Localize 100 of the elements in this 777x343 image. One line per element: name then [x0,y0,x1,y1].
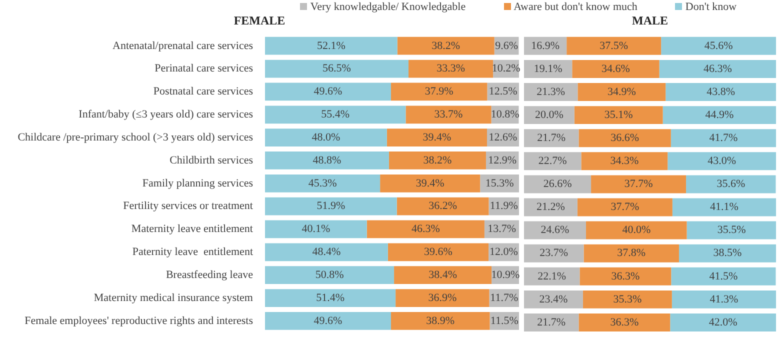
bar [524,83,578,102]
data-label: 37.7% [624,178,653,190]
bar [265,128,387,146]
y-tick-label: Perinatal care services [154,62,253,75]
bar [524,129,579,148]
bar [582,290,672,308]
data-label: 36.2% [428,200,458,212]
data-label: 45.6% [704,40,733,52]
bar [524,175,592,194]
bar [671,267,776,286]
data-label: 41.1% [710,201,738,214]
bar [662,106,776,124]
bar [591,175,686,194]
data-label: 16.9% [531,40,560,52]
data-label: 46.3% [703,62,732,75]
data-label: 44.9% [705,108,734,121]
data-label: 36.6% [610,132,640,144]
bar [580,267,672,286]
data-label: 48.0% [312,131,340,144]
bar [566,36,662,55]
bar [659,60,776,78]
bar [265,197,397,216]
data-label: 26.6% [543,178,572,190]
bar [524,290,583,308]
data-label: 36.3% [610,316,639,328]
data-label: 21.2% [536,201,565,214]
bar [396,289,490,307]
data-label: 38.2% [423,154,452,166]
data-label: 34.6% [602,62,630,75]
data-label: 33.3% [436,62,466,75]
data-label: 15.3% [485,177,514,190]
bar [396,197,489,216]
data-label: 38.4% [428,268,458,281]
data-label: 12.0% [490,246,518,258]
bar [577,198,672,216]
data-label: 40.1% [302,223,330,236]
bar [265,106,406,124]
data-label: 36.3% [611,270,640,282]
data-label: 13.7% [488,223,516,236]
data-label: 41.3% [710,293,738,306]
data-label: 55.4% [321,108,350,121]
data-label: 37.5% [600,40,628,52]
data-label: 35.5% [717,224,746,236]
data-label: 37.9% [424,86,454,98]
data-label: 22.7% [538,155,567,168]
bar [524,313,579,332]
bar [524,244,584,262]
data-label: 23.4% [539,293,568,306]
bar [672,290,776,308]
y-tick-label: Breastfeeding leave [166,268,254,281]
bar [678,244,776,262]
data-label: 50.8% [315,268,344,281]
data-label: 42.0% [708,316,738,328]
legend-label: Don't know [684,1,737,13]
data-label: 33.7% [434,108,463,121]
bar [390,82,488,101]
bar [574,106,663,124]
y-tick-label: Fertility services or treatment [123,200,253,212]
data-label: 43.0% [708,155,736,168]
data-label: 49.6% [314,314,342,327]
data-label: 40.0% [622,224,651,236]
data-label: 12.9% [488,154,517,166]
data-label: 21.7% [537,132,566,144]
bar [265,289,396,307]
bar [265,266,394,284]
data-label: 38.5% [713,247,742,260]
data-label: 37.8% [617,247,646,260]
bar [380,174,480,192]
data-label: 12.6% [488,131,518,144]
bar [265,174,380,192]
bar [581,152,668,170]
bar [524,60,572,78]
bar [524,267,580,286]
data-label: 51.9% [316,200,346,212]
data-label: 38.9% [426,314,455,327]
data-label: 39.6% [424,246,452,258]
data-label: 48.4% [312,246,341,258]
bar [388,243,489,262]
data-label: 22.1% [538,270,566,282]
bar [666,83,776,102]
bar [388,152,486,170]
data-label: 49.6% [314,86,342,98]
data-label: 10.9% [491,268,520,281]
data-label: 39.4% [416,177,444,190]
data-label: 12.5% [488,86,518,98]
bar [584,244,679,262]
bar [524,221,586,240]
bar [686,175,776,194]
bar [670,129,776,148]
data-label: 24.6% [540,224,570,236]
data-label: 19.1% [534,62,562,75]
data-label: 48.8% [312,154,342,166]
y-tick-label: Maternity leave entitlement [131,223,253,236]
bar [265,60,409,78]
data-label: 34.9% [607,86,636,98]
bar [668,152,776,170]
bar [265,220,367,238]
data-label: 41.5% [709,270,738,282]
data-label: 34.3% [610,155,639,168]
legend-label: Very knowledgable/ Knowledgable [309,1,466,13]
